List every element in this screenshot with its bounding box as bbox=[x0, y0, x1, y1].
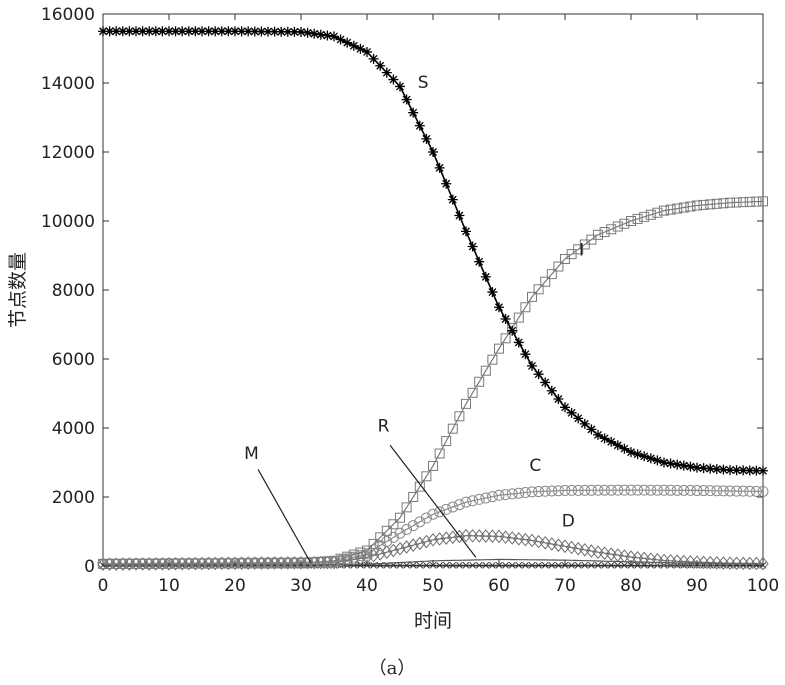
series-S bbox=[98, 26, 768, 476]
y-tick-label: 14000 bbox=[41, 74, 95, 94]
series-point bbox=[435, 163, 445, 173]
annotation-layer: S I C D R M bbox=[244, 73, 584, 563]
series-point bbox=[586, 424, 596, 434]
annotation-label-C: C bbox=[529, 456, 541, 476]
series-point bbox=[560, 402, 570, 412]
series-point bbox=[507, 326, 517, 336]
series-point bbox=[758, 466, 768, 476]
series-point bbox=[527, 361, 537, 371]
axes-box bbox=[103, 14, 763, 566]
series-point bbox=[421, 134, 431, 144]
series-layer bbox=[98, 26, 768, 570]
series-point bbox=[540, 377, 550, 387]
series-line bbox=[103, 536, 763, 565]
series-point bbox=[468, 242, 478, 252]
x-tick-label: 40 bbox=[356, 576, 378, 596]
x-axis-title: 时间 bbox=[414, 610, 452, 632]
series-point bbox=[553, 394, 563, 404]
tick-layer: 0 10 20 30 40 50 60 70 80 90 100 0 2000 4000 6000 8000 1… bbox=[41, 5, 779, 596]
series-point bbox=[474, 257, 484, 267]
series-point bbox=[441, 179, 451, 189]
x-tick-label: 50 bbox=[422, 576, 444, 596]
series-point bbox=[481, 272, 491, 282]
series-point bbox=[639, 451, 649, 461]
series-point bbox=[573, 413, 583, 423]
annotation-label-S: S bbox=[418, 73, 429, 93]
y-tick-label: 2000 bbox=[52, 488, 95, 508]
series-I bbox=[99, 197, 768, 569]
series-point bbox=[580, 419, 590, 429]
y-tick-label: 16000 bbox=[41, 5, 95, 25]
series-point bbox=[534, 369, 544, 379]
series-C bbox=[98, 485, 768, 569]
plot-area-frame bbox=[103, 14, 763, 566]
series-point bbox=[415, 121, 425, 131]
series-point bbox=[487, 287, 497, 297]
y-axis-title: 节点数量 bbox=[7, 252, 29, 328]
series-point bbox=[448, 195, 458, 205]
annotation-label-I: I bbox=[579, 241, 584, 261]
annotation-label-R: R bbox=[378, 416, 390, 436]
annotation-label-D: D bbox=[562, 511, 575, 531]
series-point bbox=[646, 453, 656, 463]
y-tick-label: 4000 bbox=[52, 419, 95, 439]
x-tick-label: 30 bbox=[290, 576, 312, 596]
series-point bbox=[547, 386, 557, 396]
y-tick-label: 10000 bbox=[41, 212, 95, 232]
series-point bbox=[501, 314, 511, 324]
series-point bbox=[395, 81, 405, 91]
x-tick-label: 90 bbox=[686, 576, 708, 596]
annotation-label-M: M bbox=[244, 444, 259, 464]
annotation-leader-M bbox=[258, 469, 311, 563]
series-point bbox=[428, 147, 438, 157]
x-tick-label: 10 bbox=[158, 576, 180, 596]
y-tick-label: 6000 bbox=[52, 350, 95, 370]
y-tick-label: 8000 bbox=[52, 281, 95, 301]
series-point bbox=[652, 455, 662, 465]
figure-caption: （a） bbox=[369, 658, 416, 679]
series-point bbox=[520, 349, 530, 359]
x-tick-label: 100 bbox=[747, 576, 779, 596]
x-tick-label: 20 bbox=[224, 576, 246, 596]
series-point bbox=[461, 226, 471, 236]
series-point bbox=[567, 408, 577, 418]
y-tick-label: 0 bbox=[84, 557, 95, 577]
series-point bbox=[494, 302, 504, 312]
series-point bbox=[408, 108, 418, 118]
x-tick-label: 80 bbox=[620, 576, 642, 596]
series-point bbox=[454, 210, 464, 220]
y-tick-label: 12000 bbox=[41, 143, 95, 163]
x-tick-label: 60 bbox=[488, 576, 510, 596]
series-point bbox=[514, 337, 524, 347]
series-point bbox=[402, 95, 412, 105]
series-point bbox=[633, 449, 643, 459]
x-tick-label: 0 bbox=[98, 576, 109, 596]
series-line bbox=[103, 31, 763, 471]
x-tick-label: 70 bbox=[554, 576, 576, 596]
series-point bbox=[626, 447, 636, 457]
